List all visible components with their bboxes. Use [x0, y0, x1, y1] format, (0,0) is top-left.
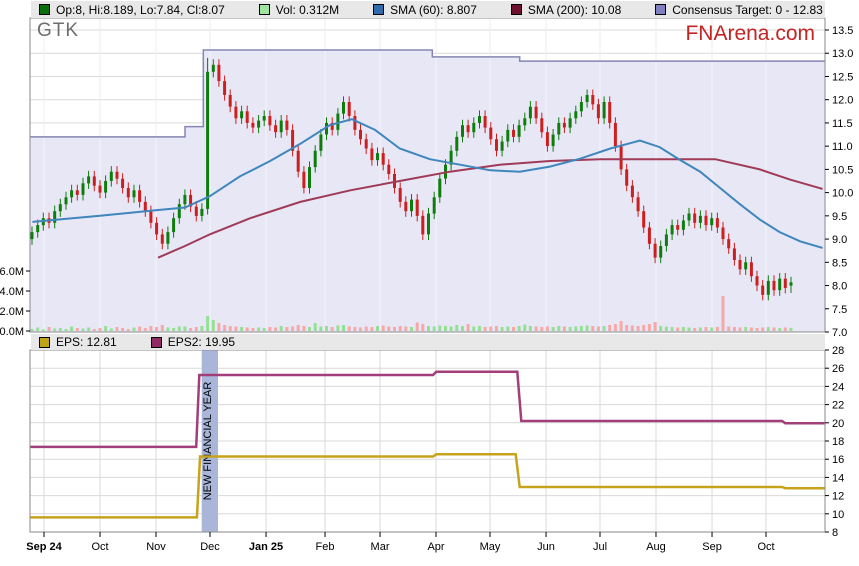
svg-text:7.0: 7.0 [832, 327, 847, 339]
svg-text:NEW FINANCIAL YEAR: NEW FINANCIAL YEAR [202, 382, 214, 501]
chart-canvas: 13.5 13.0 12.5 12.0 11.5 11.0 10.5 10.0 9.5 9.0 8.… [0, 0, 859, 566]
svg-text:10.5: 10.5 [832, 164, 853, 176]
svg-text:16: 16 [832, 454, 844, 466]
svg-text:12: 12 [832, 491, 844, 503]
svg-text:Oct: Oct [91, 541, 108, 553]
fnarena-watermark: FNArena.com [685, 22, 815, 46]
legend-item-consensus: Consensus Target: 0 - 12.83 [655, 3, 823, 17]
svg-text:13.0: 13.0 [832, 48, 853, 60]
svg-text:10.0: 10.0 [832, 188, 853, 200]
eps-axis: 28 26 24 22 20 18 16 14 12 10 8 [825, 345, 844, 539]
legend-item-label: EPS2: 19.95 [168, 335, 235, 349]
svg-text:11.5: 11.5 [832, 118, 853, 130]
svg-text:0.0M: 0.0M [0, 326, 24, 338]
bottom-legend: EPS: 12.81 EPS2: 19.95 [31, 334, 825, 350]
svg-text:26: 26 [832, 363, 844, 375]
svg-text:11.0: 11.0 [832, 141, 853, 153]
svg-text:Oct: Oct [757, 541, 774, 553]
svg-text:14: 14 [832, 472, 844, 484]
svg-text:Dec: Dec [200, 541, 220, 553]
sma60-swatch-icon [373, 4, 384, 15]
sma200-swatch-icon [511, 4, 522, 15]
svg-text:Nov: Nov [146, 541, 166, 553]
svg-text:Jan 25: Jan 25 [249, 541, 283, 553]
svg-text:May: May [480, 541, 501, 553]
top-legend: Op:8, Hi:8.189, Lo:7.84, Cl:8.07 Vol: 0.… [31, 1, 825, 18]
svg-text:Aug: Aug [646, 541, 666, 553]
legend-item-sma60: SMA (60): 8.807 [373, 3, 477, 17]
svg-text:13.5: 13.5 [832, 25, 853, 37]
svg-text:9.5: 9.5 [832, 211, 847, 223]
svg-text:Jun: Jun [537, 541, 555, 553]
volume-axis: 6.0M 4.0M 2.0M 0.0M [0, 266, 30, 338]
svg-text:8.5: 8.5 [832, 257, 847, 269]
svg-text:4.0M: 4.0M [0, 286, 24, 298]
svg-text:Sep 24: Sep 24 [26, 541, 62, 553]
svg-text:9.0: 9.0 [832, 234, 847, 246]
svg-text:Apr: Apr [427, 541, 444, 553]
new-financial-year-band: NEW FINANCIAL YEAR [202, 350, 218, 532]
svg-text:8.0: 8.0 [832, 281, 847, 293]
legend-item-ohlc: Op:8, Hi:8.189, Lo:7.84, Cl:8.07 [39, 3, 225, 17]
legend-item-eps: EPS: 12.81 [39, 335, 117, 349]
svg-text:28: 28 [832, 345, 844, 357]
legend-item-sma200: SMA (200): 10.08 [511, 3, 621, 17]
svg-text:7.5: 7.5 [832, 304, 847, 316]
eps2-line [30, 372, 825, 447]
svg-text:22: 22 [832, 400, 844, 412]
eps-grid [30, 350, 825, 532]
eps2-swatch-icon [151, 337, 162, 348]
svg-text:18: 18 [832, 436, 844, 448]
svg-text:6.0M: 6.0M [0, 266, 24, 278]
svg-text:20: 20 [832, 418, 844, 430]
eps-line [30, 454, 825, 517]
svg-text:8: 8 [832, 527, 838, 539]
svg-text:Feb: Feb [316, 541, 335, 553]
legend-item-label: SMA (200): 10.08 [528, 3, 621, 17]
legend-item-label: Vol: 0.312M [276, 3, 339, 17]
eps-swatch-icon [39, 337, 50, 348]
svg-text:Jul: Jul [593, 541, 607, 553]
legend-item-label: EPS: 12.81 [56, 335, 117, 349]
price-eps-chart: 13.5 13.0 12.5 12.0 11.5 11.0 10.5 10.0 9.5 9.0 8.… [0, 0, 859, 566]
legend-item-label: Op:8, Hi:8.189, Lo:7.84, Cl:8.07 [56, 3, 225, 17]
legend-item-volume: Vol: 0.312M [259, 3, 339, 17]
x-axis: Sep 24 Oct Nov Dec Jan 25 Feb Mar Apr May Jun Jul A… [26, 532, 774, 553]
svg-text:12.0: 12.0 [832, 95, 853, 107]
volume-swatch-icon [259, 4, 270, 15]
consensus-swatch-icon [655, 4, 666, 15]
legend-item-label: SMA (60): 8.807 [390, 3, 477, 17]
price-axis: 13.5 13.0 12.5 12.0 11.5 11.0 10.5 10.0 9.5 9.0 8.… [825, 25, 853, 339]
svg-text:Sep: Sep [702, 541, 722, 553]
svg-text:12.5: 12.5 [832, 71, 853, 83]
legend-item-eps2: EPS2: 19.95 [151, 335, 235, 349]
legend-item-label: Consensus Target: 0 - 12.83 [672, 3, 823, 17]
svg-text:10: 10 [832, 509, 844, 521]
svg-text:2.0M: 2.0M [0, 306, 24, 318]
svg-text:Mar: Mar [371, 541, 390, 553]
svg-text:24: 24 [832, 381, 844, 393]
ticker-symbol: GTK [37, 20, 79, 42]
ohlc-swatch-icon [39, 4, 50, 15]
